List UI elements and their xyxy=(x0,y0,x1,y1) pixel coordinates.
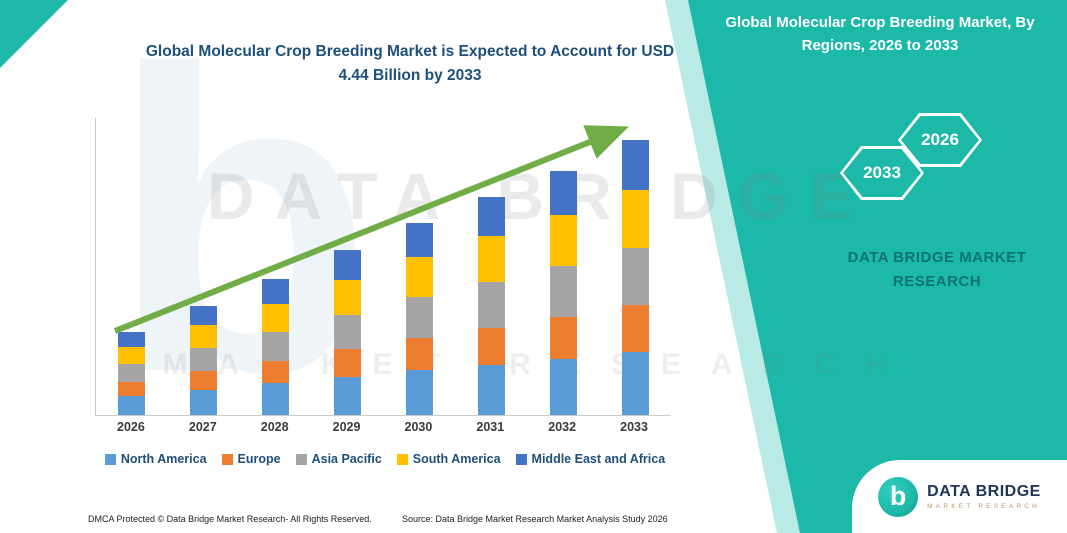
x-tick-label: 2027 xyxy=(188,420,217,434)
legend-label: Asia Pacific xyxy=(311,452,382,466)
legend-label: North America xyxy=(120,452,207,466)
x-tick-label: 2031 xyxy=(476,420,505,434)
bar-segment-2029 xyxy=(334,280,362,315)
hexagon-2033-fill xyxy=(843,149,921,197)
bar-segment-2027 xyxy=(190,325,218,349)
bar-segment-2030 xyxy=(405,297,433,338)
chart-legend: North America Europe Asia Pacific South Ame… xyxy=(60,452,710,466)
x-tick-label: 2033 xyxy=(620,420,648,434)
legend-label: Middle East and Africa xyxy=(531,452,666,466)
bar-segment-2028 xyxy=(262,332,290,361)
bar-segment-2031 xyxy=(477,236,505,282)
logo-text-block: DATA BRIDGE MARKET RESEARCH xyxy=(927,483,1041,510)
legend-item: Asia Pacific xyxy=(295,452,382,466)
legend-label: Europe xyxy=(237,452,281,466)
bar-segment-2029 xyxy=(334,314,362,350)
hexagon-2026-badge: 2026 xyxy=(898,113,982,167)
hexagon-2026-fill xyxy=(901,116,979,164)
brand-logo-area: b DATA BRIDGE MARKET RESEARCH xyxy=(852,460,1067,533)
bar-2033 xyxy=(621,140,649,415)
bar-segment-2033 xyxy=(621,351,649,415)
logo-subtitle: MARKET RESEARCH xyxy=(927,503,1041,510)
bar-segment-2027 xyxy=(190,348,218,372)
bar-segment-2028 xyxy=(262,278,290,304)
side-panel-heading: Global Molecular Crop Breeding Market, B… xyxy=(725,14,1035,54)
x-tick-label: 2028 xyxy=(260,420,289,434)
footer-source-text: Source: Data Bridge Market Research Mark… xyxy=(402,514,668,524)
bar-2027 xyxy=(190,305,218,415)
bar-segment-2032 xyxy=(549,317,577,359)
x-axis: 2026 2027 2028 2029 2030 2031 2032 2033 xyxy=(95,420,670,434)
bar-segment-2032 xyxy=(549,265,577,318)
legend-item: Europe xyxy=(221,452,281,466)
x-tick-label: 2032 xyxy=(548,420,577,434)
bar-segment-2031 xyxy=(477,327,505,365)
bar-segment-2032 xyxy=(549,358,577,415)
corner-triangle-decoration xyxy=(0,0,68,68)
side-panel-brand-text: DATA BRIDGE MARKET RESEARCH xyxy=(847,249,1027,290)
bar-segment-2033 xyxy=(621,305,649,352)
bar-segment-2031 xyxy=(477,281,505,328)
bar-segment-2029 xyxy=(334,377,362,415)
bar-segment-2026 xyxy=(118,395,146,415)
bar-segment-2028 xyxy=(262,360,290,384)
bar-2031 xyxy=(477,196,505,415)
bar-segment-2032 xyxy=(549,214,577,266)
bar-segment-2033 xyxy=(621,140,649,191)
legend-item: North America xyxy=(104,452,207,466)
bar-segment-2032 xyxy=(549,170,577,215)
bar-2029 xyxy=(334,250,362,415)
bar-2030 xyxy=(405,222,433,415)
legend-swatch-icon xyxy=(515,453,527,465)
data-bridge-logo-icon: b xyxy=(878,476,919,517)
bar-segment-2030 xyxy=(405,257,433,298)
bar-segment-2026 xyxy=(118,381,146,396)
bar-segment-2028 xyxy=(262,383,290,415)
legend-swatch-icon xyxy=(104,453,116,465)
bar-segment-2030 xyxy=(405,222,433,258)
x-tick-label: 2026 xyxy=(117,420,145,434)
bar-segment-2031 xyxy=(477,196,505,237)
legend-label: South America xyxy=(412,452,501,466)
legend-swatch-icon xyxy=(396,453,408,465)
bar-2026 xyxy=(118,332,146,415)
bar-2028 xyxy=(262,278,290,415)
bar-segment-2030 xyxy=(405,337,433,371)
legend-swatch-icon xyxy=(221,453,233,465)
bar-segment-2026 xyxy=(118,364,146,382)
legend-item: South America xyxy=(396,452,501,466)
legend-item: Middle East and Africa xyxy=(515,452,666,466)
bar-segment-2026 xyxy=(118,346,146,365)
bar-segment-2033 xyxy=(621,247,649,306)
logo-title: DATA BRIDGE xyxy=(927,483,1041,500)
hexagon-2026-label: 2026 xyxy=(921,130,959,149)
footer-dmca-text: DMCA Protected © Data Bridge Market Rese… xyxy=(88,514,372,524)
x-tick-label: 2029 xyxy=(332,420,361,434)
bar-segment-2026 xyxy=(118,332,146,347)
bar-segment-2033 xyxy=(621,190,649,248)
bar-segment-2029 xyxy=(334,250,362,281)
legend-swatch-icon xyxy=(295,453,307,465)
bar-segment-2027 xyxy=(190,389,218,415)
x-tick-label: 2030 xyxy=(404,420,433,434)
chart-title: Global Molecular Crop Breeding Market is… xyxy=(145,43,675,85)
bar-2032 xyxy=(549,170,577,415)
bar-segment-2031 xyxy=(477,364,505,415)
plot-area xyxy=(95,118,671,416)
bar-segment-2028 xyxy=(262,303,290,333)
bar-segment-2027 xyxy=(190,371,218,390)
bar-segment-2030 xyxy=(405,370,433,415)
hexagon-2033-label: 2033 xyxy=(863,163,901,182)
bar-segment-2029 xyxy=(334,349,362,378)
bar-segment-2027 xyxy=(190,305,218,326)
